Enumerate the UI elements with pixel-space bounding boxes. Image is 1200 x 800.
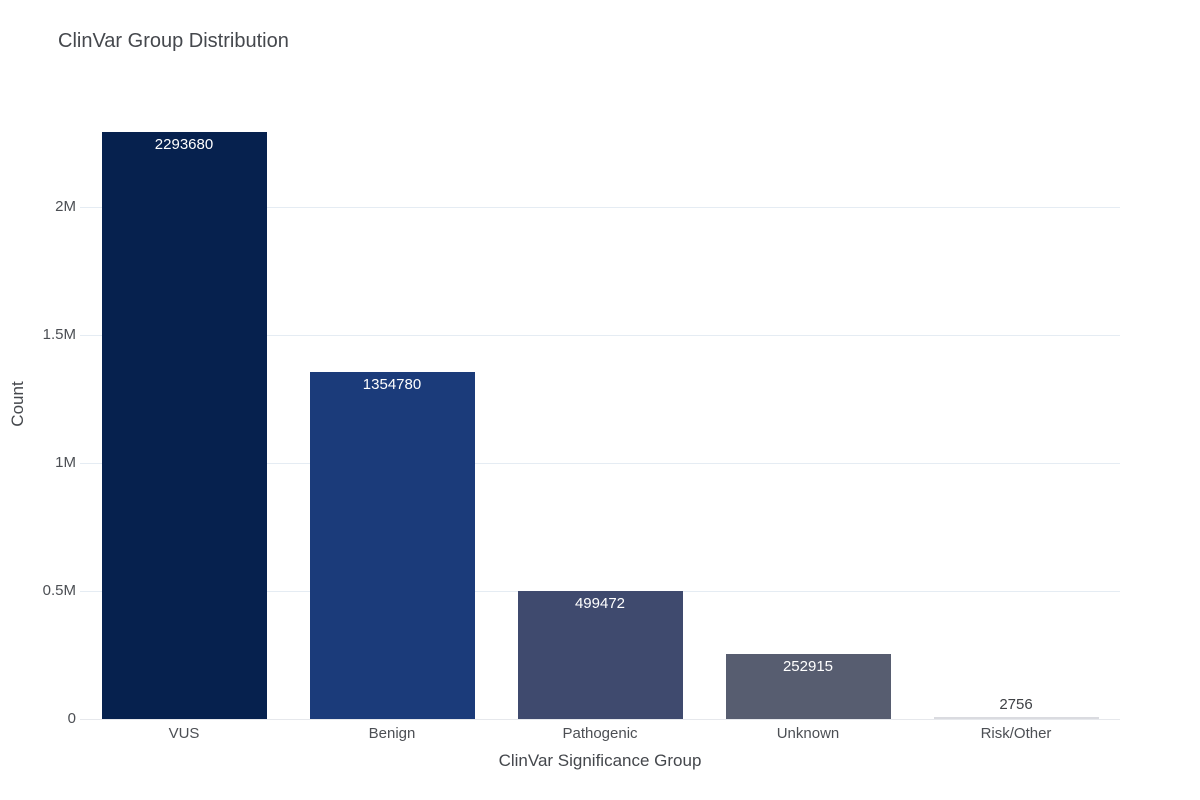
bar-value-label: 1354780 xyxy=(362,376,422,394)
bar-vus[interactable] xyxy=(101,131,267,719)
x-tick-label: Risk/Other xyxy=(980,725,1052,742)
bar-value-label: 499472 xyxy=(574,595,626,613)
bar-unknown[interactable] xyxy=(725,654,891,719)
gridline xyxy=(80,463,1120,464)
x-tick-label: Benign xyxy=(368,725,416,742)
y-tick-label: 2M xyxy=(55,198,76,215)
y-tick-label: 0.5M xyxy=(42,582,76,599)
x-axis-title: ClinVar Significance Group xyxy=(498,751,702,770)
x-tick-label: Unknown xyxy=(776,725,840,742)
bar-benign[interactable] xyxy=(309,372,475,719)
bar-pathogenic[interactable] xyxy=(517,591,683,719)
x-axis-line xyxy=(80,719,1120,720)
gridline xyxy=(80,207,1120,208)
x-tick-label: VUS xyxy=(168,725,200,742)
chart-title: ClinVar Group Distribution xyxy=(58,30,289,52)
bar-risk-other[interactable] xyxy=(933,717,1099,719)
x-tick-label: Pathogenic xyxy=(562,725,638,742)
gridline xyxy=(80,335,1120,336)
y-tick-label: 0 xyxy=(67,710,76,727)
bar-value-label: 2756 xyxy=(999,696,1033,713)
bar-value-label: 2293680 xyxy=(154,135,214,153)
bar-value-label: 252915 xyxy=(782,658,834,676)
y-tick-label: 1M xyxy=(55,454,76,471)
y-tick-label: 1.5M xyxy=(42,326,76,343)
